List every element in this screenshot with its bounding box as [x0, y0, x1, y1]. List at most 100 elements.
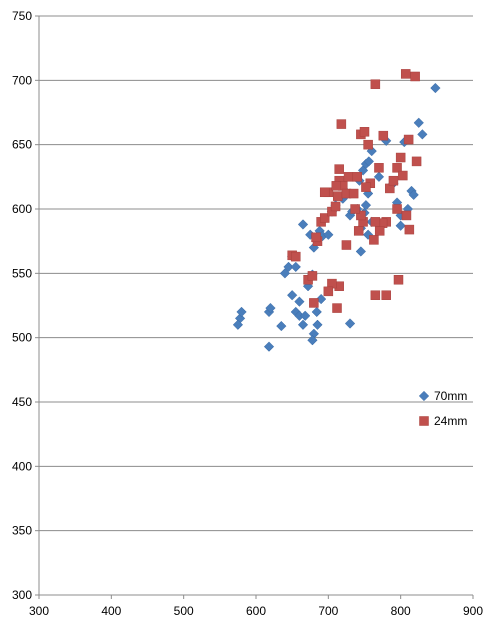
data-point [388, 175, 399, 186]
data-point [336, 119, 347, 129]
x-tick-label: 400 [101, 604, 121, 618]
data-point [395, 220, 406, 231]
data-point [374, 163, 384, 173]
data-point [370, 290, 381, 300]
data-point [352, 172, 363, 182]
data-point [392, 163, 402, 173]
data-point [311, 232, 321, 243]
data-point [404, 224, 415, 235]
data-point [413, 117, 424, 128]
data-point [297, 319, 309, 330]
data-point [265, 302, 276, 314]
data-point [332, 303, 342, 313]
data-point [369, 235, 379, 245]
data-point [290, 261, 301, 273]
data-point [430, 82, 441, 94]
data-point [263, 341, 275, 352]
y-tick-label: 750 [12, 9, 32, 23]
x-tick-labels: 300 400 500 600 700 800 900 [29, 604, 483, 618]
data-point [309, 298, 319, 308]
data-point [398, 170, 408, 181]
data-point [374, 226, 385, 236]
y-tick-label: 650 [12, 138, 32, 152]
data-point [417, 129, 428, 140]
data-point [366, 145, 377, 157]
gridlines [39, 15, 473, 532]
data-point [363, 139, 373, 150]
y-tick-label: 350 [12, 524, 32, 538]
y-tick-label: 600 [12, 202, 32, 216]
data-point [291, 251, 301, 262]
data-point [315, 293, 327, 305]
data-point [403, 134, 414, 145]
data-point [279, 268, 291, 279]
data-point [370, 217, 381, 227]
data-point [330, 201, 341, 212]
data-point [395, 152, 406, 163]
data-point [341, 240, 352, 250]
legend-label: 24mm [434, 414, 467, 428]
data-point [350, 204, 360, 214]
x-tick-label: 800 [391, 604, 411, 618]
data-point [381, 290, 391, 300]
data-point [331, 181, 342, 191]
data-point [360, 199, 372, 211]
data-point [294, 296, 305, 307]
y-tick-label: 400 [12, 459, 32, 473]
data-point [400, 69, 411, 79]
data-point [319, 187, 330, 198]
data-point [348, 188, 359, 199]
data-point [393, 275, 404, 285]
data-point [373, 171, 385, 182]
legend-item: 70mm [418, 389, 467, 403]
axes [35, 15, 474, 599]
x-tick-label: 500 [174, 604, 194, 618]
data-point [343, 172, 354, 182]
series-24mm [287, 69, 422, 313]
data-point [408, 189, 419, 201]
data-point [361, 182, 371, 192]
data-point [332, 191, 343, 201]
data-point [287, 290, 298, 301]
data-point [300, 310, 311, 321]
data-point [323, 286, 334, 297]
y-tick-label: 450 [12, 395, 32, 409]
x-tick-label: 700 [318, 604, 338, 618]
data-point [356, 210, 366, 221]
data-point [311, 306, 322, 318]
data-point [308, 242, 320, 253]
data-point [323, 229, 334, 240]
legend-label: 70mm [434, 389, 467, 403]
y-tick-label: 300 [12, 588, 32, 602]
legend-marker [419, 416, 429, 426]
data-point [378, 130, 389, 141]
data-point [302, 281, 314, 292]
legend: 70mm 24mm [418, 389, 467, 428]
y-tick-label: 550 [12, 266, 32, 280]
data-point [344, 318, 356, 329]
data-point [370, 79, 381, 89]
data-point [411, 156, 422, 167]
legend-item: 24mm [419, 414, 467, 428]
data-point [276, 320, 287, 332]
data-point [363, 156, 374, 167]
y-tick-label: 700 [12, 73, 32, 87]
data-point [392, 204, 402, 214]
data-point [283, 261, 294, 273]
data-point [232, 319, 244, 330]
x-tick-label: 600 [246, 604, 266, 618]
data-point [297, 219, 309, 230]
data-point [353, 226, 364, 236]
y-tick-labels: 300 350 400 450 500 550 600 650 700 750 [12, 9, 32, 602]
data-point [307, 335, 318, 346]
data-point [355, 246, 367, 257]
data-points [232, 69, 441, 352]
data-point [410, 71, 420, 82]
x-tick-label: 900 [463, 604, 483, 618]
data-point [319, 213, 330, 223]
data-point [307, 271, 318, 281]
data-point [312, 319, 323, 330]
data-point [401, 210, 412, 221]
data-point [359, 127, 370, 137]
